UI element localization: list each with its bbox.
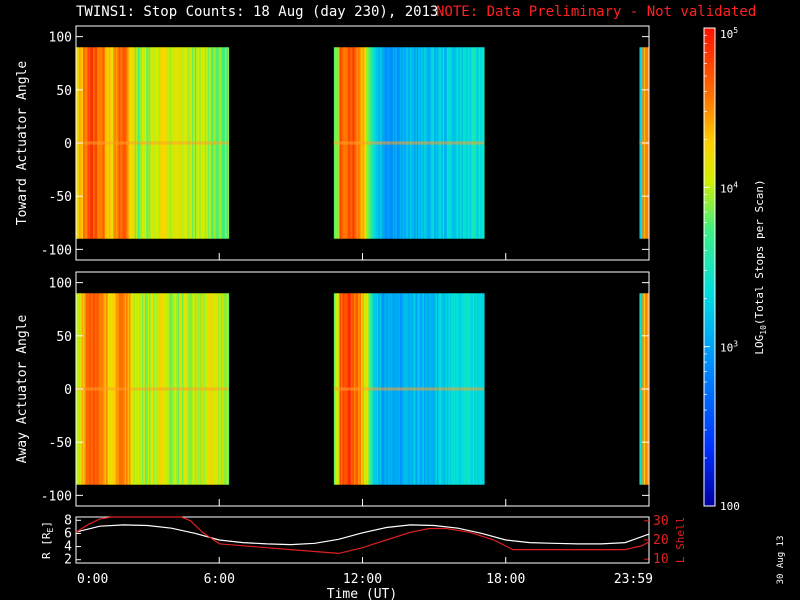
orbit-lines [75, 516, 650, 555]
preliminary-note: NOTE: Data Preliminary - Not validated [436, 4, 757, 20]
lshell-ylabel: L Shell [674, 517, 687, 563]
ytick-label: 0 [64, 137, 72, 152]
away-yticks: 100 50 0 -50 -100 [41, 277, 650, 506]
lshell-line [75, 516, 650, 555]
time-xlabel: Time (UT) [327, 587, 397, 600]
toward-ylabel: Toward Actuator Angle [15, 61, 30, 226]
radius-ylabel: R [RE] [40, 521, 55, 559]
ytick-label: -100 [41, 243, 72, 258]
lshell-tick-label: 20 [653, 533, 669, 548]
zero-angle-band [76, 387, 229, 391]
time-tick-label: 12:00 [343, 572, 382, 587]
ytick-label: 50 [56, 330, 72, 345]
ytick-label: 0 [64, 383, 72, 398]
ytick-label: -100 [41, 489, 72, 504]
radius-tick-label: 2 [64, 553, 72, 568]
colorbar-ticks: 105 104 103 100 [704, 26, 740, 513]
toward-angle-panel: 100 50 0 -50 -100 Toward Actuator Angle [15, 25, 650, 261]
lshell-tick-label: 10 [653, 552, 669, 567]
away-angle-panel: 100 50 0 -50 -100 Away Actuator Angle [15, 271, 650, 507]
ytick-label: -50 [49, 190, 72, 205]
zero-angle-band [333, 141, 485, 145]
zero-angle-band [76, 141, 229, 145]
date-stamp: 30 Aug 13 [776, 536, 786, 585]
colorbar-tick-label: 100 [720, 500, 740, 513]
away-ylabel: Away Actuator Angle [15, 314, 30, 463]
colorbar-label: LOG10(Total Stops per Scan) [753, 179, 768, 354]
orbit-panel-frame [75, 516, 650, 564]
time-tick-label: 23:59 [614, 572, 653, 587]
colorbar: 105 104 103 100 LOG10(Total Stops per Scan) [703, 26, 768, 513]
radius-tick-label: 6 [64, 526, 72, 541]
ytick-label: 100 [49, 31, 72, 46]
zero-angle-band [333, 387, 485, 391]
ytick-label: 100 [49, 277, 72, 292]
radius-tick-label: 8 [64, 513, 72, 528]
chart-title: TWINS1: Stop Counts: 18 Aug (day 230), 2… [76, 4, 439, 20]
toward-heatmap [76, 47, 650, 239]
toward-yticks: 100 50 0 -50 -100 [41, 31, 650, 260]
time-tick-label: 6:00 [204, 572, 235, 587]
colorbar-scale [703, 27, 716, 507]
ytick-label: -50 [49, 436, 72, 451]
colorbar-tick-label: 103 [720, 340, 738, 355]
time-tick-label: 0:00 [77, 572, 108, 587]
lshell-tick-label: 30 [653, 514, 669, 529]
radius-tick-label: 4 [64, 540, 72, 555]
colorbar-tick-label: 104 [720, 180, 738, 195]
away-heatmap [76, 293, 650, 485]
colorbar-tick-label: 105 [720, 26, 738, 41]
ytick-label: 50 [56, 84, 72, 99]
radius-line [75, 524, 650, 546]
time-tick-label: 18:00 [486, 572, 525, 587]
